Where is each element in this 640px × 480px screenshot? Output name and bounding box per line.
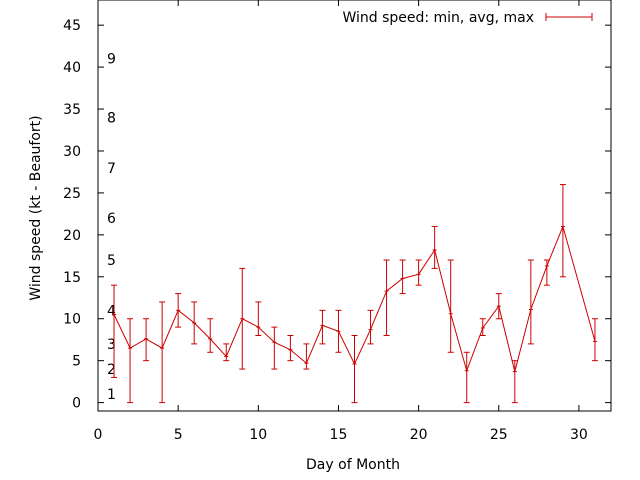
y-tick-label: 5: [72, 354, 81, 370]
beaufort-label: 6: [107, 211, 116, 227]
y-axis-label: Wind speed (kt - Beaufort): [28, 115, 44, 300]
y-tick-label: 35: [63, 102, 81, 118]
beaufort-label: 3: [107, 337, 116, 353]
y-tick-label: 15: [63, 270, 81, 286]
beaufort-label: 7: [107, 161, 116, 177]
beaufort-scale-labels: 1 2 3 4 5 6 7 8 9: [107, 52, 116, 404]
beaufort-label: 5: [107, 253, 116, 269]
x-axis-label: Day of Month: [306, 457, 400, 473]
legend-label: Wind speed: min, avg, max: [342, 10, 534, 26]
beaufort-label: 2: [107, 362, 116, 378]
x-tick-label: 0: [94, 427, 103, 443]
y-tick-label: 0: [72, 396, 81, 412]
x-tick-label: 30: [570, 427, 588, 443]
beaufort-label: 4: [107, 303, 116, 319]
y-tick-label: 20: [63, 228, 81, 244]
beaufort-label: 8: [107, 110, 116, 126]
x-tick-label: 15: [330, 427, 348, 443]
legend: Wind speed: min, avg, max: [342, 10, 593, 26]
y-tick-label: 30: [63, 144, 81, 160]
series-line: [113, 224, 596, 373]
series-layer: [111, 184, 598, 404]
x-tick-label: 20: [410, 427, 428, 443]
x-tick-label: 25: [490, 427, 508, 443]
y-tick-label: 45: [63, 18, 81, 34]
x-axis: 0 5 10 15 20 25 30: [94, 0, 588, 443]
beaufort-label: 1: [107, 387, 116, 403]
plot-frame: [97, 0, 612, 412]
y-tick-label: 10: [63, 312, 81, 328]
y-tick-label: 25: [63, 186, 81, 202]
beaufort-label: 9: [107, 52, 116, 68]
x-tick-label: 10: [249, 427, 267, 443]
y-tick-label: 40: [63, 60, 81, 76]
x-tick-label: 5: [174, 427, 183, 443]
